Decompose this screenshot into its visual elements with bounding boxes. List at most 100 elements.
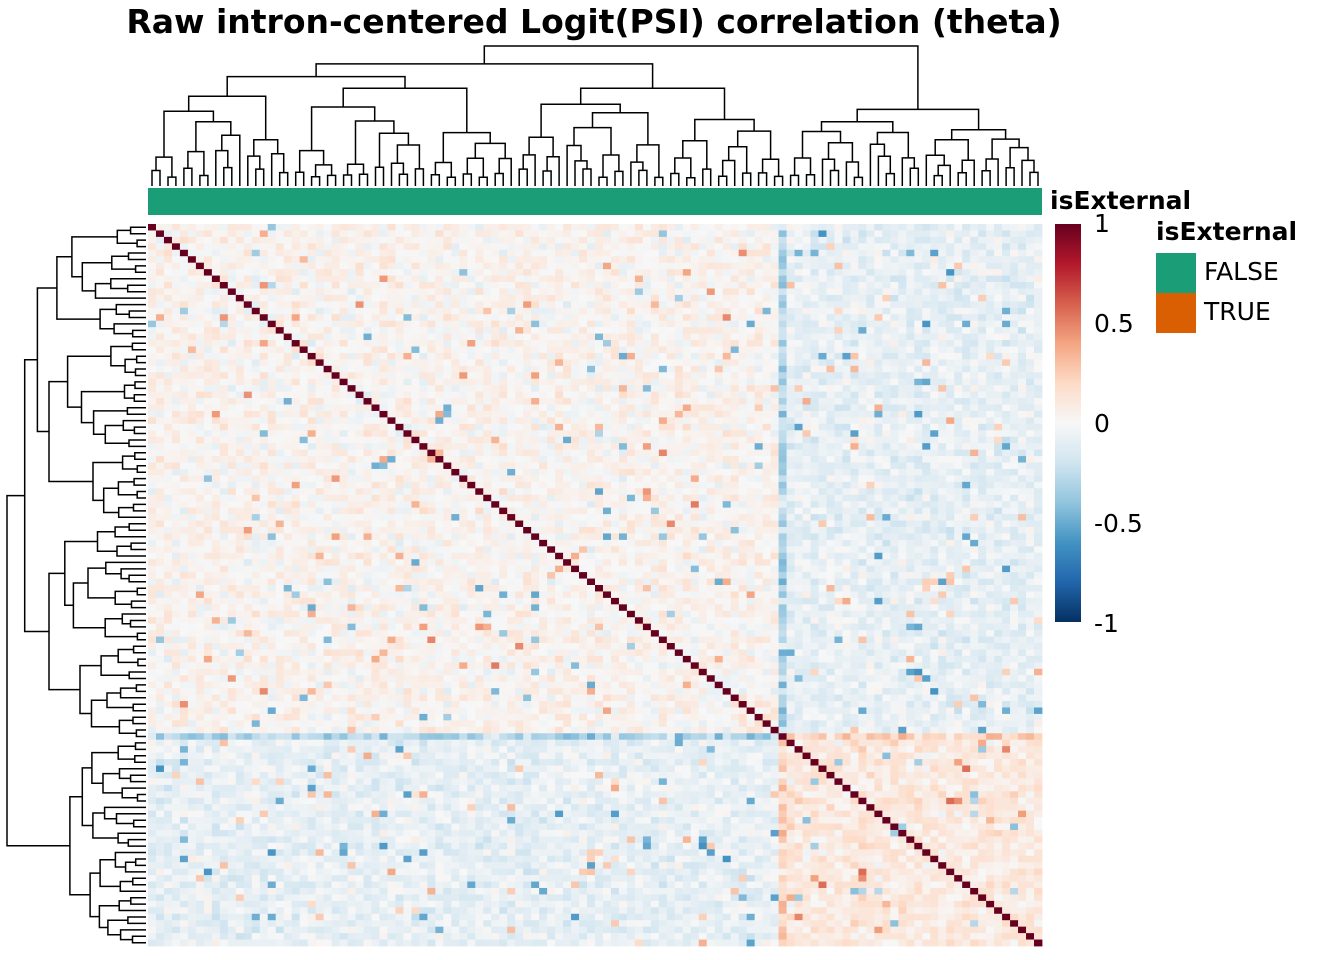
heatmap-cell (970, 398, 979, 405)
heatmap-cell (195, 359, 205, 367)
heatmap-cell (148, 230, 157, 238)
heatmap-cell (507, 391, 516, 399)
heatmap-cell (946, 340, 955, 347)
heatmap-cell (187, 262, 197, 270)
heatmap-cell (802, 443, 811, 451)
heatmap-cell (179, 307, 189, 315)
heatmap-cell (203, 475, 213, 483)
heatmap-cell (826, 443, 835, 451)
heatmap-cell (339, 410, 348, 418)
heatmap-cell (507, 475, 516, 483)
heatmap-cell (898, 269, 907, 276)
heatmap-cell (515, 333, 524, 341)
heatmap-cell (642, 430, 652, 438)
dendrogram-branch (223, 166, 233, 186)
heatmap-cell (235, 301, 245, 309)
heatmap-cell (243, 333, 253, 341)
heatmap-cell (698, 269, 708, 276)
heatmap-cell (738, 456, 748, 463)
heatmap-cell (922, 398, 931, 405)
heatmap-cell (587, 378, 596, 386)
column-dendrogram (151, 45, 1039, 186)
heatmap-cell (515, 301, 524, 309)
heatmap-cell (187, 398, 197, 405)
heatmap-cell (730, 249, 740, 257)
heatmap-cell (148, 256, 157, 264)
heatmap-cell (810, 294, 819, 302)
heatmap-cell (634, 262, 644, 270)
heatmap-cell (571, 488, 580, 496)
heatmap-cell (307, 391, 317, 399)
heatmap-cell (850, 391, 859, 399)
heatmap-cell (491, 282, 500, 289)
heatmap-cell (563, 372, 572, 380)
heatmap-cell (970, 243, 979, 251)
heatmap-cell (1002, 346, 1011, 354)
heatmap-cell (235, 269, 245, 276)
heatmap-cell (579, 236, 588, 244)
heatmap-cell (307, 398, 317, 405)
heatmap-cell (443, 288, 452, 296)
heatmap-cell (171, 378, 181, 386)
heatmap-cell (754, 262, 764, 270)
heatmap-cell (946, 456, 955, 463)
heatmap-cell (523, 365, 532, 373)
heatmap-cell (379, 269, 388, 276)
heatmap-cell (922, 410, 931, 418)
heatmap-cell (666, 236, 676, 244)
heatmap-cell (491, 462, 500, 470)
heatmap-cell (690, 488, 700, 496)
heatmap-cell (243, 481, 253, 489)
heatmap-cell (411, 224, 420, 231)
heatmap-cell (339, 378, 348, 386)
heatmap-cell (1010, 456, 1019, 463)
heatmap-cell (938, 404, 947, 412)
heatmap-cell (634, 404, 644, 412)
heatmap-cell (283, 230, 293, 238)
heatmap-cell (499, 378, 508, 386)
heatmap-cell (547, 243, 556, 251)
heatmap-cell (275, 456, 285, 463)
heatmap-cell (251, 275, 261, 283)
heatmap-cell (355, 352, 364, 360)
heatmap-cell (850, 346, 859, 354)
heatmap-cell (155, 436, 165, 444)
heatmap-cell (179, 423, 189, 431)
heatmap-cell (515, 372, 524, 380)
heatmap-cell (163, 243, 173, 251)
heatmap-cell (179, 288, 189, 296)
heatmap-cell (563, 430, 572, 438)
heatmap-cell (810, 236, 819, 244)
heatmap-cell (778, 275, 787, 283)
heatmap-cell (243, 436, 253, 444)
heatmap-cell (1010, 365, 1019, 373)
heatmap-cell (610, 449, 620, 457)
heatmap-cell (746, 436, 756, 444)
heatmap-cell (1026, 288, 1035, 296)
heatmap-cell (291, 294, 301, 302)
heatmap-cell (898, 449, 907, 457)
heatmap-cell (507, 256, 516, 264)
heatmap-cell (435, 230, 444, 238)
heatmap-cell (275, 301, 285, 309)
heatmap-cell (339, 230, 348, 238)
heatmap-cell (539, 468, 548, 476)
heatmap-cell (179, 404, 189, 412)
heatmap-cell (970, 372, 979, 380)
heatmap-cell (890, 430, 899, 438)
heatmap-cell (970, 224, 979, 231)
heatmap-cell (283, 352, 293, 360)
heatmap-cell (299, 282, 309, 289)
heatmap-cell (443, 391, 452, 399)
heatmap-cell (315, 346, 325, 354)
heatmap-cell (986, 462, 995, 470)
heatmap-cell (882, 372, 891, 380)
heatmap-cell (347, 436, 356, 444)
heatmap-cell (515, 410, 524, 418)
heatmap-cell (706, 436, 716, 444)
heatmap-cell (986, 365, 995, 373)
heatmap-cell (275, 398, 285, 405)
heatmap-cell (650, 282, 660, 289)
heatmap-cell (283, 494, 293, 502)
heatmap-cell (690, 294, 700, 302)
